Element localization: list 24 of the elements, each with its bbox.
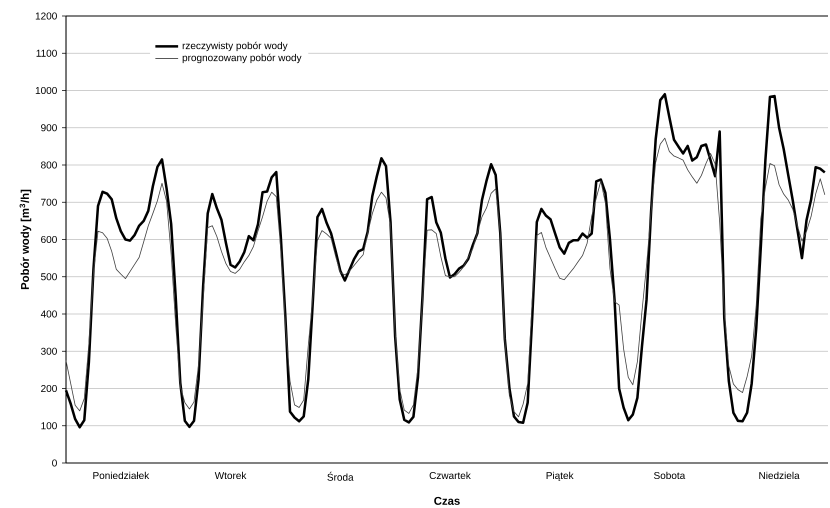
x-tick-label: Wtorek <box>214 472 246 480</box>
legend-label: prognozowany pobór wody <box>182 54 302 64</box>
y-tick-label: 300 <box>40 348 57 355</box>
y-tick-label: 500 <box>41 273 57 280</box>
y-tick-label: 1100 <box>36 50 57 57</box>
x-tick-label: Poniedziałek <box>93 472 150 480</box>
y-tick-label: 800 <box>41 161 57 169</box>
y-tick-label: 400 <box>40 310 57 318</box>
y-tick-label: 0 <box>52 459 57 467</box>
y-tick-label: 1200 <box>36 12 57 20</box>
x-tick-label: Środa <box>327 472 354 481</box>
y-tick-label: 600 <box>41 236 57 244</box>
x-axis-title: Czas <box>434 496 460 505</box>
legend-label: rzeczywisty pobór wody <box>182 42 288 52</box>
y-tick-label: 100 <box>41 422 57 430</box>
x-tick-label: Niedziela <box>759 472 800 480</box>
x-tick-label: Czwartek <box>430 472 471 480</box>
x-tick-label: Piątek <box>546 472 574 482</box>
y-tick-label: 900 <box>41 124 57 132</box>
y-tick-label: 200 <box>41 384 57 392</box>
y-tick-label: 700 <box>41 198 57 206</box>
x-tick-label: Sobota <box>654 472 686 480</box>
y-axis-title: Pobór wody [m$^{3}$/h] <box>20 190 32 290</box>
y-tick-label: 1000 <box>36 86 57 94</box>
